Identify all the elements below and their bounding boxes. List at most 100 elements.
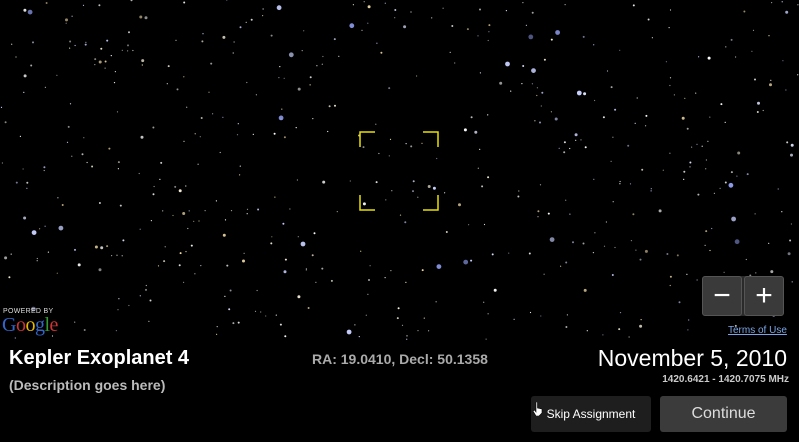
star bbox=[720, 103, 723, 106]
star bbox=[537, 216, 539, 218]
star bbox=[215, 200, 217, 202]
star bbox=[172, 214, 174, 217]
star bbox=[297, 87, 301, 91]
star bbox=[479, 148, 481, 150]
star bbox=[183, 281, 185, 283]
star bbox=[593, 178, 595, 180]
star bbox=[232, 322, 235, 325]
star bbox=[781, 1, 783, 3]
star bbox=[362, 146, 365, 149]
star bbox=[157, 265, 160, 267]
star bbox=[724, 121, 726, 123]
star bbox=[645, 114, 648, 117]
star bbox=[647, 18, 650, 21]
star bbox=[47, 251, 50, 253]
star bbox=[550, 111, 553, 113]
star bbox=[122, 239, 125, 242]
continue-button[interactable]: Continue bbox=[660, 396, 787, 432]
star bbox=[789, 239, 792, 242]
star bbox=[121, 255, 123, 257]
star bbox=[752, 29, 755, 31]
star bbox=[178, 189, 182, 193]
star bbox=[709, 116, 711, 118]
target-description: (Description goes here) bbox=[9, 377, 166, 393]
star bbox=[288, 52, 294, 58]
star bbox=[58, 225, 64, 231]
star bbox=[284, 335, 287, 338]
star bbox=[724, 181, 727, 184]
star bbox=[755, 272, 757, 274]
star bbox=[790, 223, 793, 225]
terms-of-use-link[interactable]: Terms of Use bbox=[728, 325, 787, 336]
star bbox=[106, 39, 109, 42]
zoom-out-button[interactable]: − bbox=[702, 276, 742, 316]
star bbox=[521, 83, 523, 85]
star bbox=[242, 259, 245, 263]
star bbox=[187, 227, 189, 230]
star bbox=[23, 91, 25, 93]
star bbox=[229, 289, 232, 292]
star bbox=[650, 190, 652, 192]
star bbox=[704, 244, 706, 246]
star bbox=[666, 253, 669, 255]
star bbox=[665, 61, 668, 63]
star bbox=[278, 77, 280, 79]
star bbox=[691, 146, 693, 148]
star bbox=[777, 188, 779, 190]
google-letter: l bbox=[44, 314, 50, 336]
star bbox=[31, 306, 36, 312]
star bbox=[594, 99, 596, 102]
star bbox=[641, 168, 644, 171]
star bbox=[284, 258, 287, 261]
star bbox=[167, 65, 170, 68]
star bbox=[94, 58, 97, 61]
star bbox=[555, 30, 560, 35]
star bbox=[232, 52, 234, 54]
star bbox=[487, 114, 489, 116]
star bbox=[736, 175, 738, 177]
google-logo[interactable]: Google bbox=[2, 314, 58, 337]
star bbox=[367, 5, 371, 9]
star bbox=[202, 33, 204, 35]
star bbox=[416, 75, 418, 77]
star bbox=[252, 133, 254, 135]
star bbox=[116, 254, 118, 256]
star bbox=[119, 204, 122, 207]
star bbox=[785, 89, 787, 91]
star bbox=[614, 246, 616, 249]
star bbox=[212, 113, 214, 115]
star bbox=[797, 74, 799, 76]
star bbox=[226, 0, 228, 1]
star bbox=[39, 228, 41, 230]
star bbox=[365, 314, 367, 316]
star bbox=[612, 201, 614, 203]
star bbox=[723, 271, 725, 273]
star bbox=[8, 276, 11, 279]
star bbox=[406, 338, 408, 340]
star bbox=[593, 44, 595, 46]
star bbox=[360, 250, 362, 252]
skip-assignment-button[interactable]: Skip Assignment bbox=[531, 396, 651, 432]
star bbox=[412, 180, 415, 183]
star bbox=[444, 192, 446, 194]
star bbox=[193, 220, 195, 222]
star bbox=[410, 11, 412, 13]
star bbox=[431, 17, 433, 19]
google-letter: o bbox=[25, 314, 35, 336]
star bbox=[634, 122, 636, 124]
star bbox=[315, 281, 317, 283]
zoom-in-button[interactable]: + bbox=[744, 276, 784, 316]
star bbox=[477, 167, 479, 169]
star bbox=[283, 136, 286, 139]
star bbox=[183, 140, 185, 142]
star bbox=[436, 157, 438, 160]
star bbox=[69, 40, 72, 43]
star bbox=[283, 77, 285, 79]
star bbox=[182, 212, 186, 215]
star bbox=[790, 143, 794, 147]
star bbox=[113, 82, 116, 84]
star bbox=[405, 281, 407, 283]
star bbox=[564, 4, 566, 6]
star bbox=[586, 330, 588, 332]
